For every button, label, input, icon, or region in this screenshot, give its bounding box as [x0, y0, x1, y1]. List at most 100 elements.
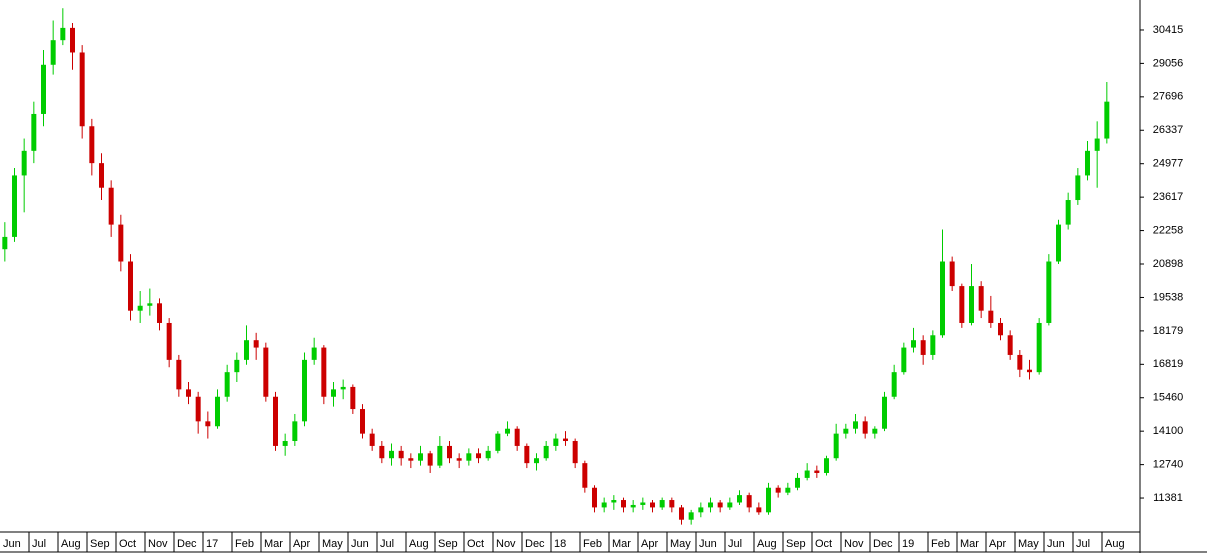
candle-body: [128, 261, 133, 311]
candle-body: [969, 286, 974, 323]
x-tick-label: Dec: [525, 538, 545, 550]
candle-body: [369, 433, 375, 446]
candle-body: [1027, 369, 1032, 373]
candle-body: [186, 389, 191, 397]
candle-body: [41, 64, 46, 114]
x-tick-label: Dec: [873, 538, 893, 550]
x-tick-label: Oct: [815, 538, 832, 550]
x-tick-label: Jun: [1047, 538, 1065, 550]
candle-body: [930, 335, 936, 355]
candle-body: [389, 450, 394, 459]
y-tick-label: 14100: [1153, 425, 1184, 437]
candle-body: [253, 340, 259, 348]
candle-body: [824, 458, 829, 473]
x-tick-label: 17: [206, 538, 218, 550]
candle-body: [630, 504, 636, 508]
candle-body: [998, 322, 1003, 336]
candle-body: [379, 445, 385, 459]
x-tick-label: Feb: [931, 538, 950, 550]
y-tick-label: 23617: [1153, 191, 1184, 203]
candle-body: [814, 470, 820, 473]
candle-body: [360, 409, 365, 434]
y-tick-label: 30415: [1153, 24, 1184, 36]
candle-body: [640, 502, 646, 505]
candle-body: [563, 438, 568, 442]
candle-body: [21, 150, 27, 176]
candle-body: [234, 359, 240, 373]
candle-body: [321, 347, 327, 397]
x-tick-label: Apr: [641, 538, 658, 550]
candle-body: [408, 458, 414, 461]
candle-body: [659, 500, 665, 508]
candle-body: [350, 386, 356, 410]
candle-body: [1036, 322, 1042, 373]
candle-body: [920, 340, 926, 355]
candle-body: [224, 372, 230, 397]
x-tick-label: Mar: [264, 538, 283, 550]
x-tick-label: Jun: [699, 538, 717, 550]
y-tick-label: 11381: [1153, 492, 1183, 504]
y-tick-label: 27696: [1153, 91, 1184, 103]
x-tick-label: Aug: [409, 538, 429, 550]
x-tick-label: Mar: [960, 538, 979, 550]
x-tick-label: Feb: [235, 538, 254, 550]
y-tick-label: 26337: [1153, 124, 1184, 136]
x-tick-label: Sep: [786, 538, 806, 550]
candle-body: [833, 433, 839, 459]
candle-body: [205, 421, 211, 427]
candle-body: [621, 500, 626, 508]
candle-body: [398, 450, 404, 459]
y-tick-label: 18179: [1153, 325, 1184, 337]
candle-body: [292, 421, 298, 442]
x-tick-label: Oct: [119, 538, 136, 550]
candle-body: [2, 236, 8, 250]
y-tick-label: 15460: [1153, 392, 1184, 404]
x-tick-label: Apr: [989, 538, 1006, 550]
candle-body: [988, 310, 994, 323]
x-tick-label: Oct: [467, 538, 484, 550]
candle-body: [514, 428, 520, 446]
y-tick-label: 16819: [1153, 358, 1184, 370]
candle-body: [650, 502, 655, 508]
candle-body: [195, 396, 201, 422]
candle-body: [572, 441, 578, 464]
candle-body: [118, 224, 124, 262]
candle-body: [437, 445, 443, 466]
candle-body: [1046, 261, 1052, 323]
x-tick-label: Jun: [351, 538, 369, 550]
x-tick-label: May: [322, 538, 343, 550]
x-tick-label: 18: [554, 538, 566, 550]
candle-body: [166, 322, 172, 360]
candle-body: [901, 347, 907, 373]
candle-body: [447, 445, 452, 459]
candle-body: [766, 487, 771, 513]
candle-body: [553, 438, 559, 446]
y-tick-label: 20898: [1153, 258, 1184, 270]
candle-body: [476, 453, 481, 459]
candle-body: [418, 453, 423, 461]
x-tick-label: May: [1018, 538, 1039, 550]
candle-body: [746, 495, 752, 508]
candle-body: [215, 396, 220, 427]
x-tick-label: Nov: [148, 538, 168, 550]
candle-body: [244, 340, 249, 360]
candle-body: [147, 303, 153, 306]
candle-body: [1094, 138, 1100, 151]
x-tick-label: 19: [902, 538, 914, 550]
candle-body: [505, 428, 510, 434]
candle-body: [70, 27, 75, 53]
candle-body: [137, 305, 143, 311]
candle-body: [775, 487, 781, 493]
candle-body: [688, 512, 694, 520]
candle-body: [843, 428, 849, 434]
candle-body: [862, 421, 868, 434]
candle-body: [543, 445, 549, 459]
candle-body: [601, 502, 607, 508]
x-tick-label: Dec: [177, 538, 197, 550]
candle-body: [1056, 224, 1061, 262]
x-tick-label: Feb: [583, 538, 602, 550]
candle-body: [978, 286, 984, 311]
candle-body: [737, 495, 742, 503]
candle-body: [1017, 354, 1023, 370]
candle-body: [1007, 335, 1013, 355]
